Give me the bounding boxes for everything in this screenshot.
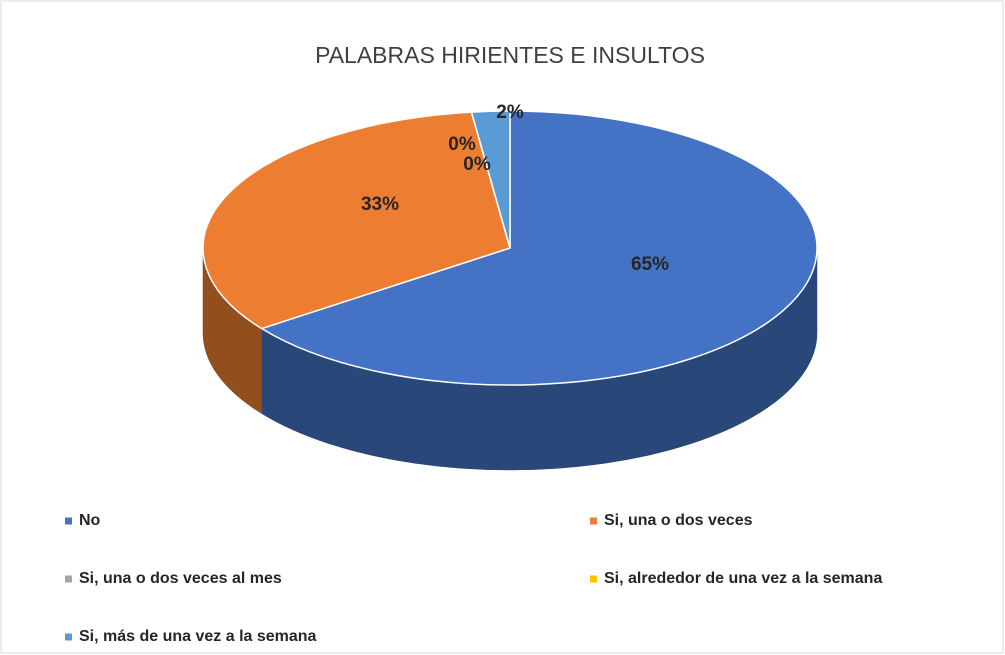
legend-label: No — [79, 512, 101, 529]
legend-swatch — [65, 633, 72, 641]
legend-swatch — [65, 517, 72, 525]
data-label: 0% — [448, 134, 476, 155]
chart-title: PALABRAS HIRIENTES E INSULTOS — [315, 42, 705, 68]
legend-swatch — [65, 575, 72, 583]
data-label: 33% — [361, 194, 399, 215]
legend-label: Si, más de una vez a la semana — [79, 628, 317, 645]
slice — [202, 111, 511, 330]
legend-label: Si, una o dos veces al mes — [79, 570, 282, 587]
data-label: 65% — [631, 254, 669, 275]
legend-swatch — [590, 517, 597, 525]
legend-label: Si, una o dos veces — [604, 512, 753, 529]
legend-label: Si, alrededor de una vez a la semana — [604, 570, 882, 587]
slice — [470, 110, 511, 249]
slice — [259, 110, 818, 386]
legend-swatch — [590, 575, 597, 583]
data-label: 2% — [496, 102, 524, 123]
data-label: 0% — [463, 154, 491, 175]
